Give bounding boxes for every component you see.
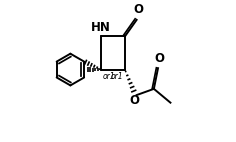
Text: or1: or1 xyxy=(103,72,115,81)
Text: O: O xyxy=(154,52,164,65)
Text: O: O xyxy=(134,3,144,16)
Text: O: O xyxy=(130,94,139,107)
Text: HN: HN xyxy=(91,21,111,34)
Text: or1: or1 xyxy=(111,72,123,81)
